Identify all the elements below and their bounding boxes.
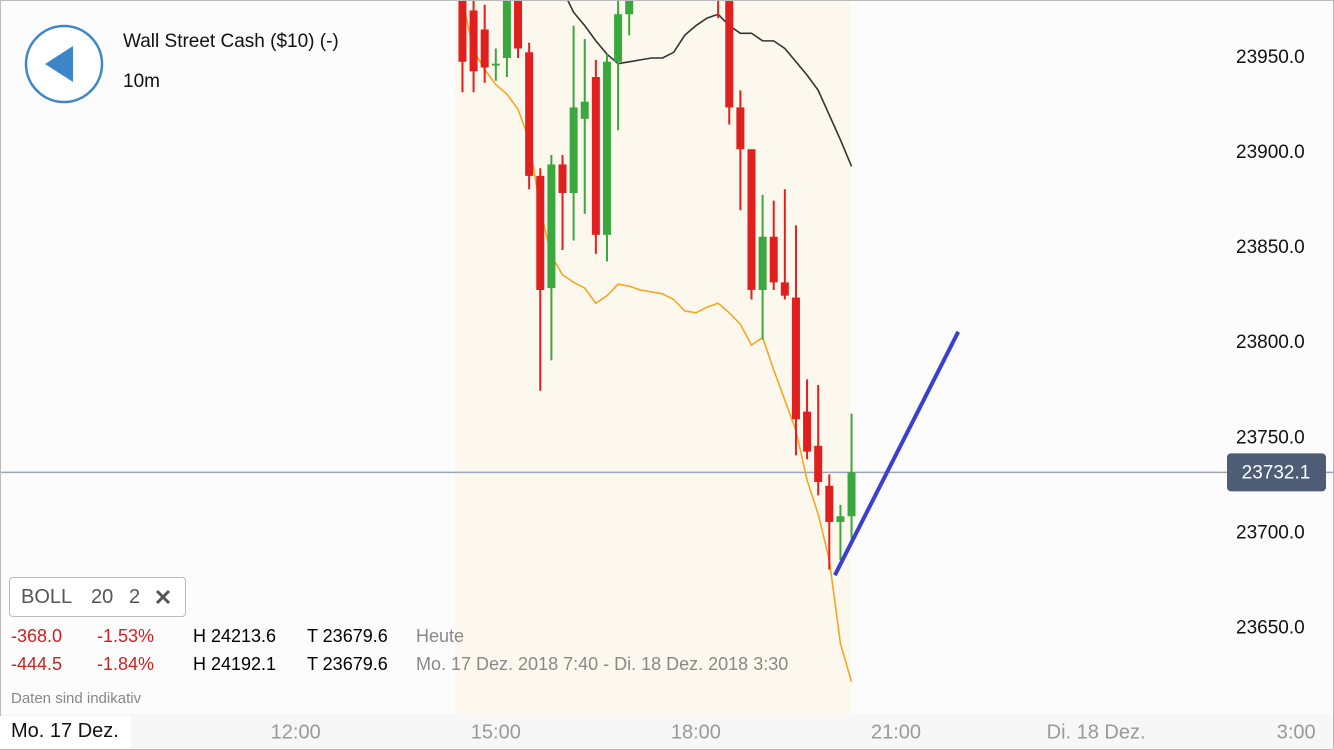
candle-body (480, 29, 489, 68)
interval[interactable]: 10m (123, 71, 160, 92)
y-tick-label: 23900.0 (1236, 142, 1305, 163)
stat-value: Heute (416, 626, 465, 646)
stats-row: -444.5 -1.84% H 24192.1 T 23679.6 Mo. 17 Dez… (0, 654, 1000, 678)
y-tick-label: 23700.0 (1236, 522, 1305, 543)
candle-body (602, 61, 611, 235)
remove-icon[interactable] (154, 588, 172, 606)
title: Wall Street Cash ($10) (-) (123, 31, 339, 52)
session-highlight (455, 0, 851, 714)
x-axis-band (0, 714, 1334, 750)
back-button[interactable] (24, 24, 104, 104)
candle-body (591, 77, 600, 235)
candle-body (758, 236, 767, 290)
trend-line (833, 330, 961, 577)
candle-body (547, 164, 556, 289)
x-tick-label: Di. 18 Dez. (1047, 721, 1146, 743)
axes: 23650.0 23700.0 23750.0 23800.0 23850.0 23900… (271, 47, 1326, 743)
candle-body (725, 0, 734, 108)
candle-body (814, 445, 823, 483)
stat-value: T 23679.6 (307, 654, 388, 674)
candle-body (569, 107, 578, 193)
candle-body (580, 101, 589, 119)
candle-body (736, 107, 745, 150)
stat-value: -444.5 (11, 654, 63, 674)
indicator-period: 20 (91, 586, 114, 608)
candle-body (747, 149, 756, 290)
candle-body (625, 0, 634, 15)
stat-value: T 23679.6 (307, 626, 388, 646)
y-tick-label: 23950.0 (1236, 47, 1305, 68)
candle-body (469, 10, 478, 72)
stats-row: -368.0 -1.53% H 24213.6 T 23679.6 Heute (0, 626, 1000, 650)
indicator-deviation: 2 (129, 586, 141, 608)
stat-value: H 24192.1 (193, 654, 277, 674)
back-arrow[interactable] (45, 46, 73, 82)
candle-body (847, 472, 856, 517)
candle-body (791, 297, 800, 420)
stat-value: H 24213.6 (193, 626, 277, 646)
note: Daten sind indikativ (11, 690, 142, 707)
stat-value: -1.53% (97, 626, 155, 646)
candle-body (491, 63, 500, 66)
stat-value: -1.84% (97, 654, 155, 674)
x-tick-label: 3:00 (1277, 721, 1316, 743)
candle-body (780, 282, 789, 296)
bollinger-band (566, 0, 853, 167)
candle-body (825, 485, 834, 522)
price-tag-label: 23732.1 (1242, 462, 1311, 483)
x-tick-label: 15:00 (471, 721, 521, 743)
candle-body (558, 164, 567, 193)
y-tick-label: 23800.0 (1236, 332, 1305, 353)
indicator-name: BOLL (21, 586, 73, 608)
stat-value: Mo. 17 Dez. 2018 7:40 - Di. 18 Dez. 2018… (416, 654, 789, 674)
plot (0, 0, 1334, 682)
x-tick-label: 21:00 (871, 721, 921, 743)
x-tick-label: 12:00 (271, 721, 321, 743)
date-label: Mo. 17 Dez. (0, 716, 131, 749)
indicator-chip[interactable]: BOLL 20 2 (9, 577, 186, 617)
candle-body (536, 175, 545, 290)
candle-body (769, 236, 778, 283)
price-tag (1227, 453, 1326, 492)
candle-body (614, 14, 623, 62)
y-tick-label: 23750.0 (1236, 427, 1305, 448)
candle-body (836, 516, 845, 522)
y-tick-label: 23650.0 (1236, 617, 1305, 638)
candle-body (458, 0, 467, 62)
candle-body (803, 411, 812, 452)
candle-body (525, 52, 534, 176)
x-tick-label: 18:00 (671, 721, 721, 743)
y-tick-label: 23850.0 (1236, 237, 1305, 258)
candle-body (514, 0, 523, 49)
candle-body (502, 0, 511, 58)
stat-value: -368.0 (11, 626, 63, 646)
